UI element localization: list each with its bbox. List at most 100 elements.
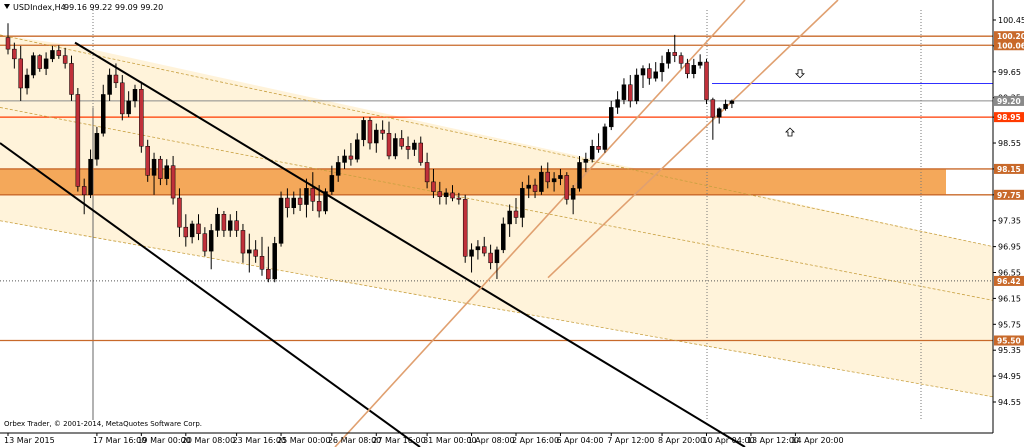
candle-body bbox=[335, 162, 341, 176]
candle-body bbox=[323, 191, 328, 212]
candle-body bbox=[189, 223, 195, 238]
candle-body bbox=[653, 71, 658, 79]
candle-body bbox=[475, 246, 481, 251]
zones-layer bbox=[0, 34, 993, 397]
candle-body bbox=[469, 249, 474, 257]
candle-body bbox=[170, 165, 176, 199]
candle-body bbox=[570, 188, 576, 200]
candle-body bbox=[145, 146, 150, 176]
symbol-label: USDIndex,H4 bbox=[13, 3, 66, 12]
x-tick-label: 7 Apr 12:00 bbox=[607, 436, 654, 445]
trendline-lower bbox=[0, 142, 421, 447]
level-label: 97.75 bbox=[997, 191, 1021, 200]
ohlc-readout: 99.16 99.22 99.09 99.20 bbox=[64, 3, 163, 12]
candle-body bbox=[501, 223, 506, 251]
candle-body bbox=[482, 246, 487, 254]
candle-body bbox=[678, 55, 684, 64]
candle-body bbox=[374, 129, 379, 144]
candle-body bbox=[367, 120, 373, 144]
candle-body bbox=[596, 146, 601, 150]
candle-body bbox=[69, 63, 74, 95]
x-tick-label: 23 Mar 16:00 bbox=[233, 436, 286, 445]
candle-body bbox=[513, 210, 519, 218]
y-tick-label: 99.65 bbox=[998, 68, 1021, 77]
candle-body bbox=[393, 138, 398, 157]
candle-body bbox=[253, 249, 258, 257]
level-label-box bbox=[994, 189, 1024, 200]
x-tick-label: 27 Mar 16:00 bbox=[372, 436, 425, 445]
candle-body bbox=[132, 89, 138, 102]
x-tick-label: 19 Mar 00:00 bbox=[137, 436, 190, 445]
candle-body bbox=[462, 199, 468, 257]
rising-channel-lower bbox=[547, 0, 839, 279]
channel-middle bbox=[0, 107, 994, 301]
candle-body bbox=[215, 213, 220, 231]
candle-body bbox=[691, 65, 697, 74]
x-tick-label: 20 Mar 08:00 bbox=[182, 436, 235, 445]
candle-body bbox=[685, 63, 690, 74]
candle-body bbox=[297, 197, 303, 205]
candle-body bbox=[126, 100, 131, 115]
channel-upper bbox=[0, 34, 994, 248]
up-arrow-icon bbox=[785, 127, 795, 137]
level-label-box bbox=[994, 112, 1024, 123]
candle-body bbox=[526, 184, 531, 189]
candle-body bbox=[43, 58, 49, 69]
candle-body bbox=[202, 233, 208, 252]
x-tick-label: 14 Apr 20:00 bbox=[791, 436, 843, 445]
candle-body bbox=[551, 178, 557, 183]
candle-body bbox=[5, 37, 11, 50]
x-tick-label: 13 Mar 2015 bbox=[4, 436, 55, 445]
candle-body bbox=[259, 256, 265, 270]
candle-body bbox=[234, 220, 239, 231]
candle-body bbox=[37, 55, 42, 69]
y-tick-label: 96.95 bbox=[998, 243, 1021, 252]
symbol-header: USDIndex,H4 99.16 99.22 99.09 99.20 bbox=[4, 3, 163, 12]
candle-body bbox=[424, 162, 430, 183]
candles-layer bbox=[5, 23, 735, 283]
candle-body bbox=[418, 142, 423, 163]
channel-fill bbox=[0, 34, 993, 397]
x-tick-label: 13 Apr 12:00 bbox=[747, 436, 799, 445]
x-tick-label: 31 Mar 00:00 bbox=[423, 436, 476, 445]
candle-body bbox=[609, 107, 614, 128]
candle-body bbox=[399, 138, 404, 147]
level-label: 100.06 bbox=[997, 41, 1024, 50]
candle-body bbox=[304, 188, 309, 205]
candle-body bbox=[151, 158, 157, 176]
candle-body bbox=[208, 230, 214, 252]
candle-body bbox=[348, 155, 354, 160]
channel-lower bbox=[0, 220, 994, 398]
candle-body bbox=[221, 213, 227, 231]
candle-body bbox=[31, 55, 36, 76]
candle-body bbox=[558, 175, 563, 179]
x-tick-label: 25 Mar 00:00 bbox=[277, 436, 330, 445]
candle-body bbox=[107, 74, 112, 95]
candle-body bbox=[507, 210, 512, 225]
x-tick-label: 6 Apr 04:00 bbox=[556, 436, 603, 445]
y-tick-label: 94.95 bbox=[998, 372, 1021, 381]
candle-body bbox=[196, 223, 201, 234]
candle-body bbox=[24, 74, 30, 89]
candle-body bbox=[443, 192, 449, 198]
y-tick-label: 95.35 bbox=[998, 346, 1021, 355]
candle-body bbox=[240, 230, 246, 254]
down-arrow-icon bbox=[795, 69, 805, 79]
candle-body bbox=[716, 108, 722, 118]
x-tick-label: 10 Apr 04:00 bbox=[703, 436, 755, 445]
y-tick-label: 96.15 bbox=[998, 294, 1021, 303]
axis-background bbox=[993, 0, 1024, 447]
x-tick-label: 17 Mar 16:00 bbox=[93, 436, 146, 445]
y-tick-label: 95.75 bbox=[998, 320, 1021, 329]
candle-body bbox=[291, 197, 296, 209]
candle-body bbox=[647, 68, 652, 79]
candle-body bbox=[113, 74, 119, 84]
candle-body bbox=[177, 197, 182, 228]
rising-channel-upper bbox=[334, 0, 746, 447]
candle-body bbox=[456, 197, 462, 200]
copyright-text: Orbex Trader, © 2001-2014, MetaQuotes So… bbox=[4, 420, 202, 428]
candle-body bbox=[228, 220, 233, 231]
level-label-box bbox=[994, 40, 1024, 51]
candle-body bbox=[621, 84, 627, 100]
